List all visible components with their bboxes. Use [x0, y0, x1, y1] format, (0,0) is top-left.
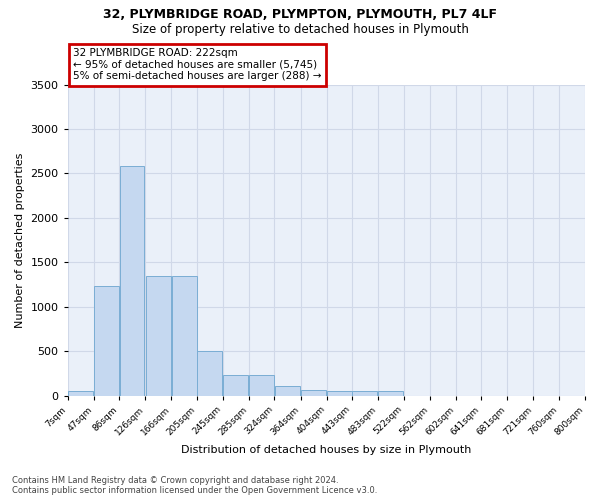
- Text: 32 PLYMBRIDGE ROAD: 222sqm
← 95% of detached houses are smaller (5,745)
5% of se: 32 PLYMBRIDGE ROAD: 222sqm ← 95% of deta…: [73, 48, 322, 82]
- Bar: [197, 351, 222, 396]
- Bar: [172, 276, 197, 396]
- Bar: [68, 391, 93, 396]
- Text: Contains HM Land Registry data © Crown copyright and database right 2024.
Contai: Contains HM Land Registry data © Crown c…: [12, 476, 377, 495]
- Bar: [119, 166, 145, 396]
- Text: 32, PLYMBRIDGE ROAD, PLYMPTON, PLYMOUTH, PL7 4LF: 32, PLYMBRIDGE ROAD, PLYMPTON, PLYMOUTH,…: [103, 8, 497, 20]
- Bar: [379, 391, 403, 396]
- Bar: [352, 391, 377, 396]
- Bar: [275, 386, 299, 396]
- X-axis label: Distribution of detached houses by size in Plymouth: Distribution of detached houses by size …: [181, 445, 472, 455]
- Bar: [223, 375, 248, 396]
- Bar: [146, 276, 170, 396]
- Bar: [250, 375, 274, 396]
- Y-axis label: Number of detached properties: Number of detached properties: [15, 152, 25, 328]
- Bar: [327, 390, 352, 396]
- Bar: [301, 390, 326, 396]
- Bar: [94, 286, 119, 396]
- Text: Size of property relative to detached houses in Plymouth: Size of property relative to detached ho…: [131, 22, 469, 36]
